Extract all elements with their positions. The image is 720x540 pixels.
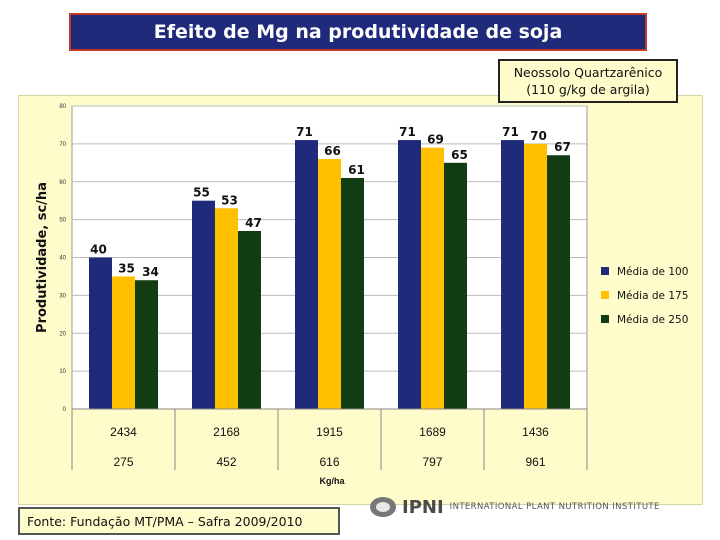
ipni-logo-icon: [370, 497, 396, 517]
y-tick-label: 10: [59, 369, 66, 375]
soil-type-line2: (110 g/kg de argila): [526, 82, 650, 97]
x-category-label: 1436: [522, 425, 549, 439]
x-category-label-row2: 616: [319, 455, 339, 469]
x-axis-title: Kg/ha: [319, 476, 345, 486]
data-label: 53: [221, 193, 238, 207]
legend-swatch-1: [601, 291, 609, 299]
source-text: Fonte: Fundação MT/PMA – Safra 2009/2010: [27, 513, 303, 529]
y-tick-label: 40: [59, 256, 66, 262]
data-label: 55: [193, 186, 210, 200]
y-axis-title: Produtividade, sc/ha: [35, 182, 50, 333]
y-tick-label: 80: [59, 104, 66, 110]
bar-1689-s0: [398, 140, 421, 409]
data-label: 66: [324, 144, 341, 158]
legend-label: Média de 250: [617, 314, 688, 326]
data-label: 71: [502, 125, 519, 139]
x-category-label-row2: 452: [216, 455, 236, 469]
bar-2434-s2: [135, 280, 158, 409]
logo-subtitle: INTERNATIONAL PLANT NUTRITION INSTITUTE: [449, 502, 660, 512]
source-box: Fonte: Fundação MT/PMA – Safra 2009/2010: [18, 507, 340, 535]
bar-1436-s2: [547, 155, 570, 409]
x-category-label-row2: 797: [422, 455, 442, 469]
y-tick-label: 0: [63, 407, 67, 413]
bar-1436-s0: [501, 140, 524, 409]
bar-1689-s1: [421, 147, 444, 409]
data-label: 65: [451, 148, 468, 162]
data-label: 35: [118, 261, 135, 275]
x-category-label: 2168: [213, 425, 240, 439]
bar-2168-s2: [238, 230, 261, 409]
data-label: 34: [142, 265, 159, 279]
soil-type-box: Neossolo Quartzarênico (110 g/kg de argi…: [498, 59, 678, 103]
x-category-label-row2: 275: [113, 455, 133, 469]
legend-label: Média de 100: [617, 266, 688, 278]
data-label: 69: [427, 133, 444, 147]
data-label: 71: [296, 125, 313, 139]
bar-2168-s1: [215, 208, 238, 409]
y-tick-label: 50: [59, 218, 66, 224]
data-label: 47: [245, 216, 262, 230]
data-label: 40: [90, 243, 107, 257]
ipni-logo: IPNI INTERNATIONAL PLANT NUTRITION INSTI…: [370, 492, 660, 522]
data-label: 70: [530, 129, 547, 143]
data-label: 67: [554, 140, 571, 154]
bar-1689-s2: [444, 162, 467, 409]
bar-1436-s1: [524, 143, 547, 409]
legend-label: Média de 175: [617, 290, 688, 302]
x-category-label-row2: 961: [525, 455, 545, 469]
y-tick-label: 70: [59, 142, 66, 148]
y-tick-label: 20: [59, 331, 66, 337]
bar-2434-s1: [112, 276, 135, 409]
bar-1915-s0: [295, 140, 318, 409]
bar-2168-s0: [192, 200, 215, 409]
bar-2434-s0: [89, 257, 112, 409]
slide-title-box: Efeito de Mg na produtividade de soja: [69, 13, 647, 51]
bar-1915-s1: [318, 159, 341, 409]
legend-swatch-0: [601, 267, 609, 275]
data-label: 61: [348, 163, 365, 177]
x-category-label: 1915: [316, 425, 343, 439]
bar-1915-s2: [341, 177, 364, 409]
logo-brand: IPNI: [402, 496, 444, 518]
soil-type-line1: Neossolo Quartzarênico: [513, 65, 663, 80]
x-category-label: 1689: [419, 425, 446, 439]
legend-swatch-2: [601, 315, 609, 323]
y-tick-label: 60: [59, 180, 66, 186]
x-category-label: 2434: [110, 425, 137, 439]
data-label: 71: [399, 125, 416, 139]
y-tick-label: 30: [59, 293, 66, 299]
slide-title: Efeito de Mg na produtividade de soja: [153, 21, 563, 43]
